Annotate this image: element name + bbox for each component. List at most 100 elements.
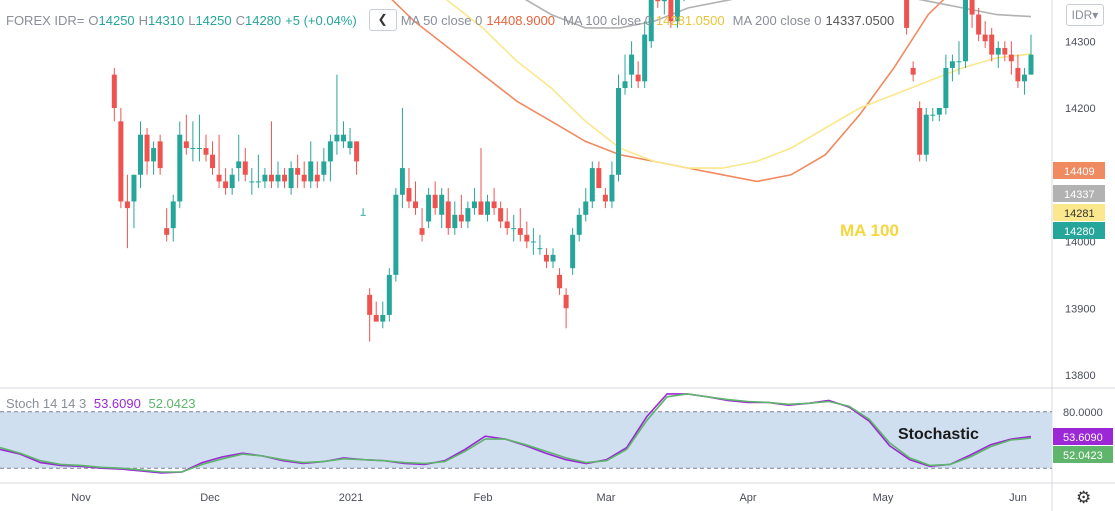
candle-up [963,0,969,68]
price-badge: 14280 [1053,222,1105,239]
candle-body [373,314,379,322]
candle-down [354,141,360,175]
candle-up [589,161,595,209]
candle-body [949,61,955,68]
candle-down [517,208,523,242]
stoch-k-badge: 53.6090 [1053,428,1113,445]
candle-body [367,294,373,315]
candle-body [576,214,582,235]
candle-body [956,61,962,63]
candle-body [465,208,471,222]
time-tick-label: Apr [739,492,756,504]
candle-body [674,0,680,22]
candle-body [340,134,346,142]
candle-up [570,228,576,275]
stoch-band [0,411,1052,469]
candle-body [982,34,988,42]
candle-body [426,194,432,222]
candle-up [629,41,635,88]
candle-body [517,228,523,235]
candle-down [295,154,301,189]
candle-body [439,194,445,215]
candle-down [406,168,412,209]
ma100-value: 14281.0500 [655,12,725,28]
candle-body [963,0,969,62]
candle-down [1015,54,1021,88]
candle-body [583,201,589,215]
candle-down [557,268,563,295]
candle-body [524,234,530,242]
candle-body [177,134,183,202]
candle-body [419,228,425,235]
time-tick-label: Jun [1009,492,1027,504]
candle-body [301,174,307,182]
time-tick-label: Mar [597,492,616,504]
candle-down [976,7,982,42]
candle-down [282,168,288,189]
candle-up [262,168,268,189]
candle-body [943,67,949,108]
candle-down [989,27,995,62]
candle-body [629,54,635,75]
candle-down [498,201,504,229]
candle-up [583,188,589,222]
candle-up [949,54,955,82]
gear-icon[interactable]: ⚙ [1076,488,1092,507]
candle-body [249,181,255,183]
candle-body [930,114,936,116]
candlestick-series [111,0,1034,342]
candle-up [452,201,458,235]
candle-body [118,121,124,202]
candle-body [609,174,615,202]
candle-up [530,228,536,255]
candle-up [511,214,517,242]
candle-up [1028,34,1034,75]
candle-up [576,208,582,242]
candle-up [321,148,327,182]
chevron-left-icon[interactable]: ❮ [368,9,397,31]
candle-body [904,0,910,28]
candle-body [196,148,202,150]
candle-down [904,0,910,35]
candle-up [439,188,445,229]
candle-down [602,188,608,209]
candle-down [413,181,419,215]
candle-body [1015,67,1021,82]
candle-body [615,87,621,175]
candle-body [360,214,366,216]
candle-body [164,228,170,235]
time-tick-label: 2021 [339,492,363,504]
candle-body [570,234,576,269]
price-tick-label: 14200 [1065,103,1096,115]
candle-up [399,108,405,209]
candle-body [170,201,176,229]
high-label: H14310 [138,12,185,28]
price-badge-label: 14281 [1064,208,1095,220]
currency-selector-button[interactable]: IDR▾ [1066,4,1104,26]
ma100-label: MA 100 close 0 [563,12,652,28]
candle-up [131,174,137,229]
price-tick-label: 13900 [1065,303,1096,315]
candle-down [268,121,274,189]
candle-body [308,161,314,182]
candle-down [216,134,222,189]
candle-down [118,108,124,209]
candle-body [589,168,595,202]
ma-line-ma50 [391,0,945,183]
candle-up [380,301,386,329]
price-axis: 1380013900140001410014200143001440014500… [1053,36,1105,382]
candle-body [543,254,549,262]
candle-up [609,161,615,209]
change-value: +5 (+0.04%) [285,12,357,28]
candle-body [530,241,536,243]
price-tick-label: 13800 [1065,370,1096,382]
candle-up [249,168,255,195]
candle-up [177,121,183,209]
candle-body [655,0,661,2]
candle-body [138,134,144,175]
candle-body [445,201,451,229]
candle-body [969,0,975,15]
candle-body [413,201,419,209]
candle-down [524,221,530,249]
